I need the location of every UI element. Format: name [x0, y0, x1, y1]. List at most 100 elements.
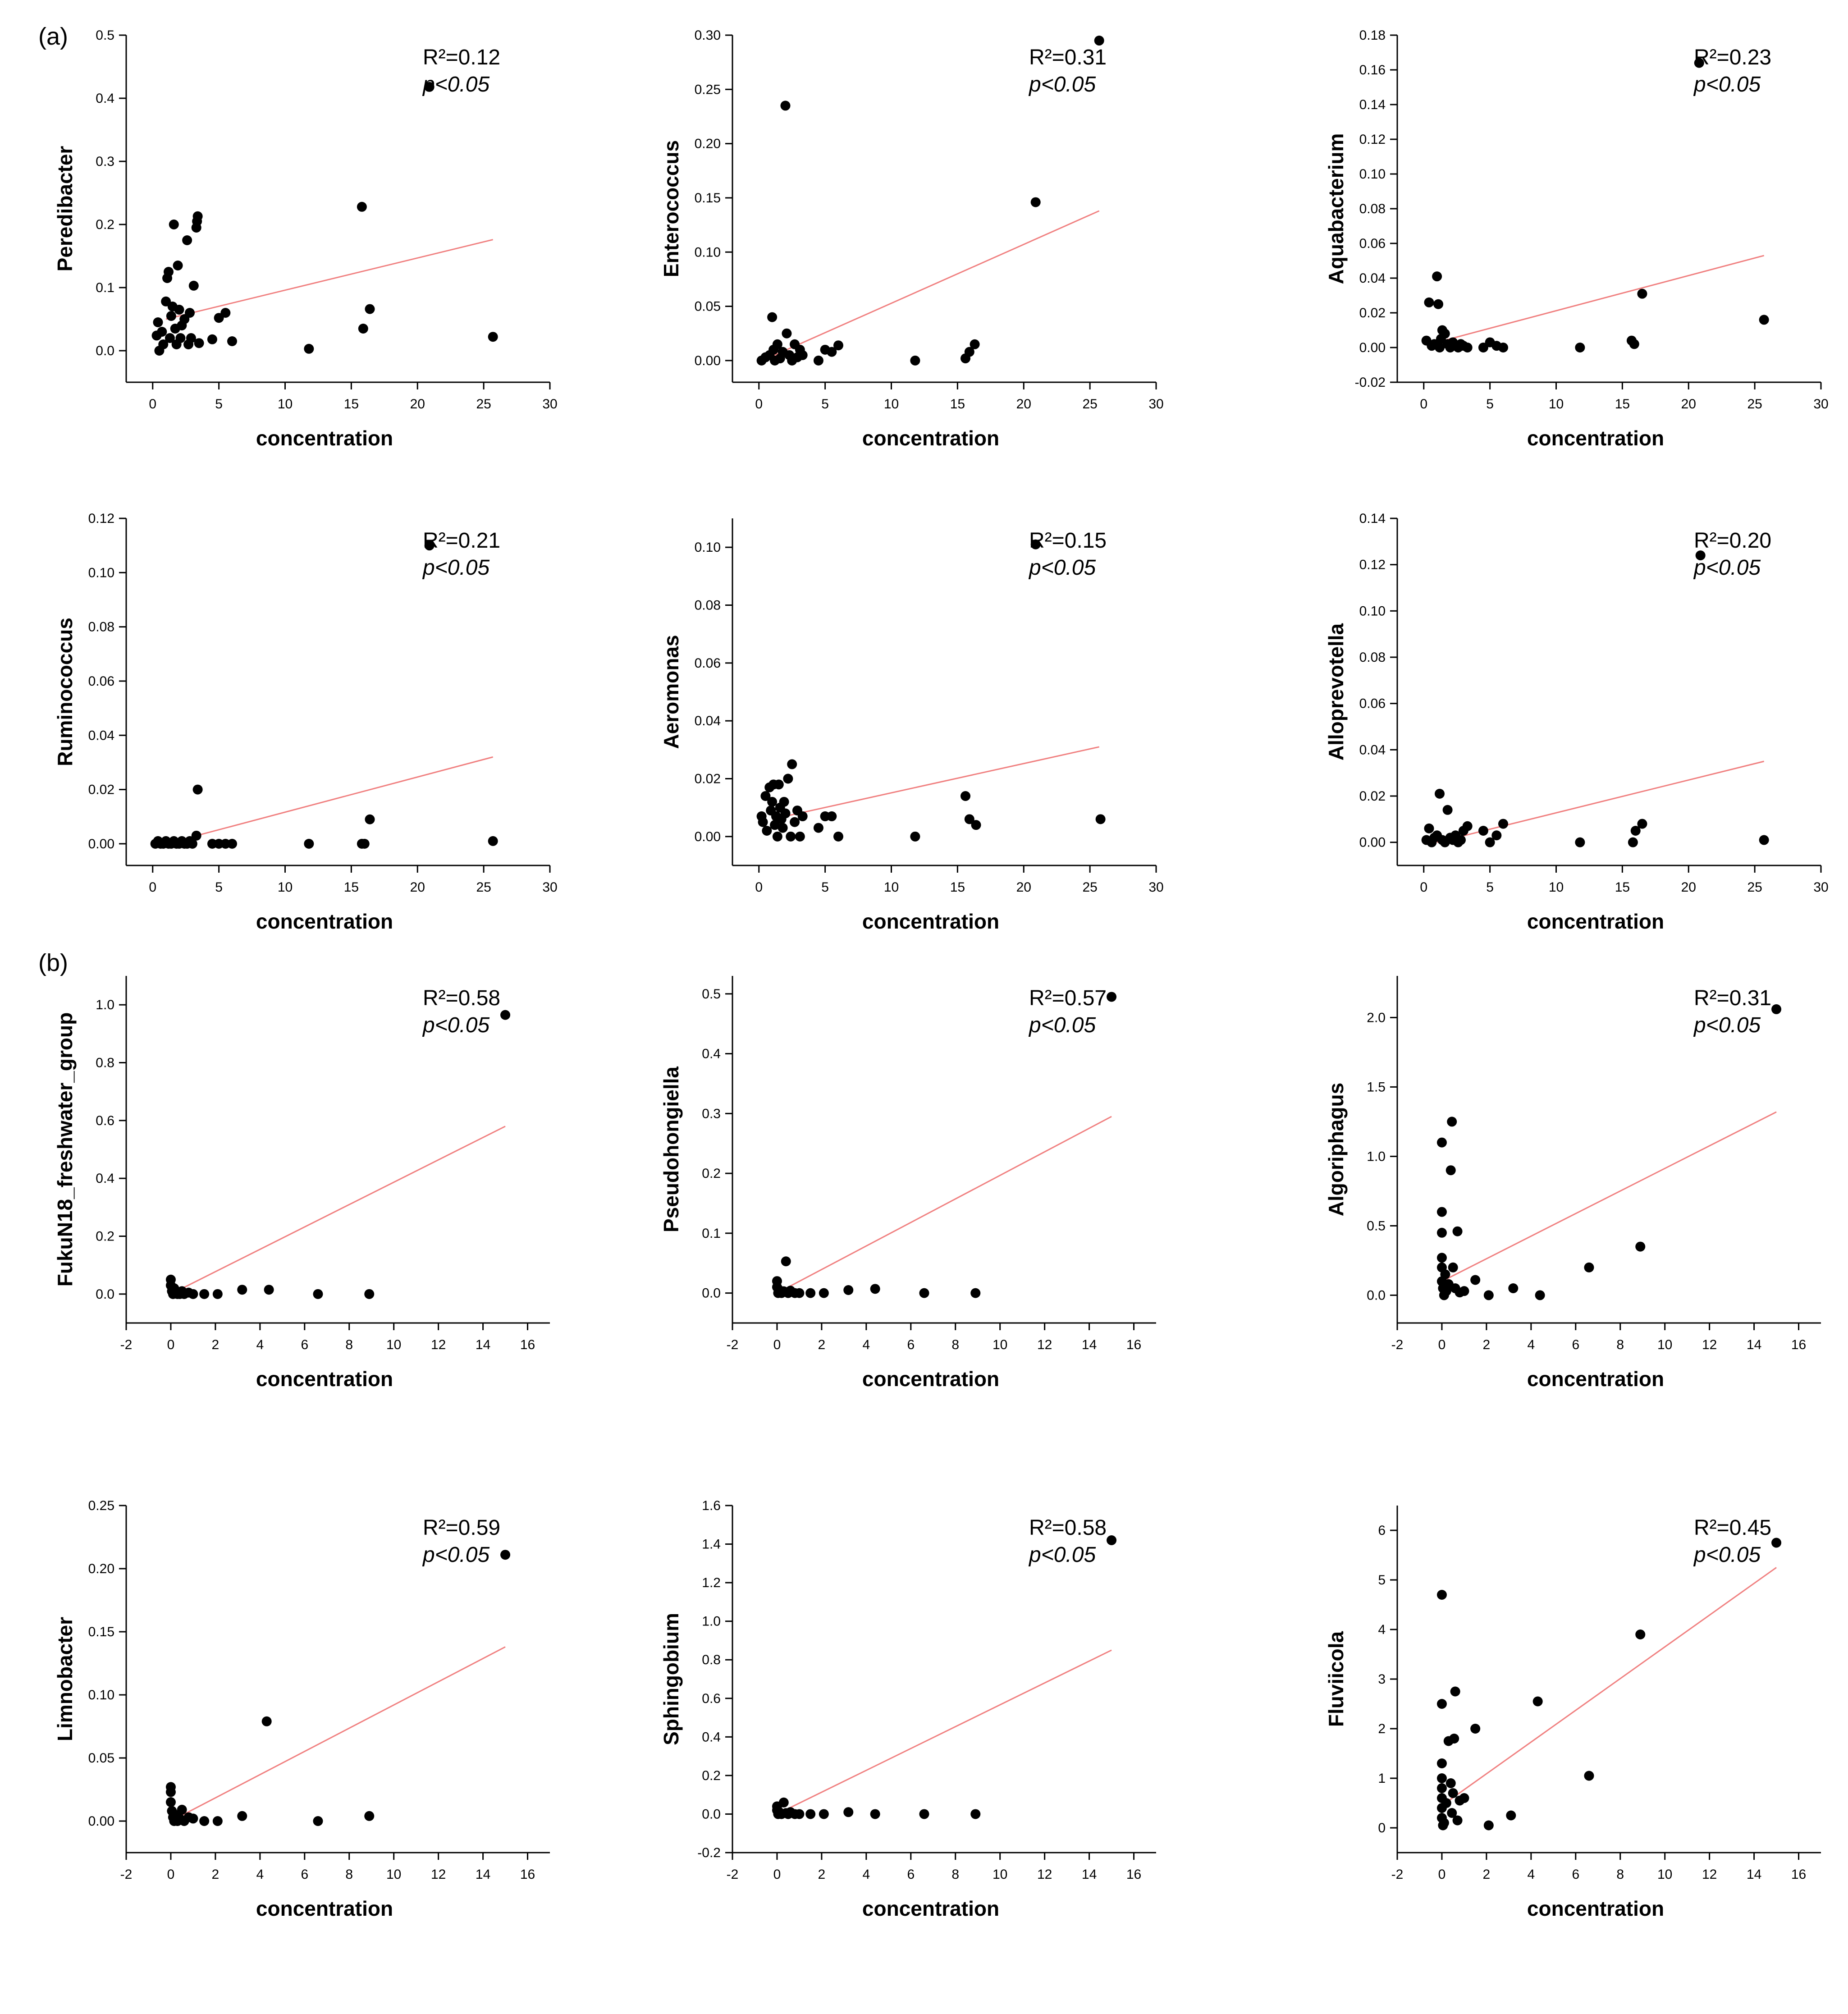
data-point: [1635, 1630, 1646, 1639]
data-point: [1424, 297, 1434, 307]
x-tick-label: 12: [431, 1867, 446, 1882]
y-tick-label: 6: [1378, 1523, 1386, 1538]
x-tick-label: 4: [256, 1867, 264, 1882]
x-tick-label: 6: [907, 1337, 915, 1352]
x-tick-label: 2: [818, 1867, 826, 1882]
x-tick-label: 10: [1657, 1337, 1672, 1352]
y-tick-label: 3: [1378, 1672, 1386, 1687]
y-tick-label: 0.04: [1359, 742, 1386, 757]
data-point: [227, 336, 237, 346]
data-point: [166, 311, 176, 321]
data-point: [794, 1288, 805, 1298]
data-point: [780, 808, 791, 819]
y-tick-label: 0.00: [88, 837, 114, 851]
data-point: [1771, 1004, 1782, 1014]
x-tick-label: 10: [993, 1337, 1007, 1352]
data-point: [188, 280, 199, 291]
y-tick-label: 0.04: [695, 714, 721, 728]
x-tick-label: 5: [1486, 397, 1494, 412]
data-point: [1695, 550, 1706, 561]
x-tick-label: 5: [821, 880, 829, 895]
p-value-annotation: p<0.05: [422, 556, 489, 580]
x-tick-label: 12: [1702, 1337, 1717, 1352]
data-point: [1452, 1226, 1463, 1236]
x-tick-label: 2: [1483, 1867, 1491, 1882]
data-point: [794, 1809, 805, 1819]
data-point: [1483, 1290, 1494, 1300]
y-tick-label: 0.1: [96, 280, 114, 295]
data-point: [767, 312, 778, 322]
data-point: [783, 774, 793, 784]
data-point: [357, 201, 367, 212]
x-tick-label: 16: [1791, 1337, 1806, 1352]
x-tick-label: 10: [993, 1867, 1007, 1882]
y-axis-title: Aquabacterium: [1324, 133, 1348, 284]
data-point: [424, 540, 435, 551]
y-tick-label: 0.00: [695, 353, 721, 368]
x-tick-label: 8: [1616, 1337, 1624, 1352]
data-point: [1470, 1275, 1481, 1285]
x-tick-label: 0: [1420, 880, 1427, 895]
data-point: [1630, 826, 1641, 836]
y-tick-label: 1.2: [702, 1575, 721, 1590]
data-point: [1535, 1290, 1545, 1300]
y-tick-label: 0.30: [695, 28, 721, 43]
data-point: [758, 817, 768, 827]
regression-line: [772, 210, 1100, 357]
x-tick-label: 0: [149, 397, 156, 412]
data-point: [919, 1288, 929, 1298]
y-tick-label: 0.25: [88, 1498, 114, 1513]
y-tick-label: -0.2: [697, 1845, 721, 1860]
y-tick-label: 1.0: [702, 1614, 721, 1629]
data-point: [199, 1816, 210, 1826]
y-tick-label: 0: [1378, 1821, 1386, 1835]
data-point: [773, 779, 784, 790]
y-tick-label: 0.06: [88, 674, 114, 689]
r-squared-annotation: R²=0.20: [1694, 529, 1771, 553]
data-point: [833, 831, 843, 842]
x-axis-title: concentration: [862, 1367, 999, 1391]
x-tick-label: -2: [1391, 1337, 1404, 1352]
panel-label-a: (a): [38, 23, 68, 50]
data-point: [1448, 1788, 1458, 1798]
x-tick-label: 15: [950, 397, 965, 412]
data-point: [1485, 837, 1495, 847]
data-point: [313, 1816, 323, 1826]
data-point: [910, 355, 920, 366]
x-axis-title: concentration: [256, 426, 393, 450]
x-tick-label: 25: [1747, 880, 1762, 895]
y-axis-title: FukuN18_freshwater_group: [53, 1012, 77, 1286]
y-tick-label: 0.0: [96, 343, 114, 358]
x-axis-title: concentration: [256, 1897, 393, 1920]
x-tick-label: 25: [476, 397, 491, 412]
data-point: [304, 343, 314, 354]
y-tick-label: 0.18: [1359, 28, 1386, 43]
x-tick-label: 12: [1702, 1867, 1717, 1882]
p-value-annotation: p<0.05: [422, 1543, 489, 1567]
x-axis-title: concentration: [256, 910, 393, 933]
data-point: [164, 267, 174, 277]
p-value-annotation: p<0.05: [1693, 73, 1761, 96]
data-point: [1436, 1758, 1447, 1768]
r-squared-annotation: R²=0.23: [1694, 46, 1771, 69]
x-tick-label: 20: [1016, 880, 1031, 895]
data-point: [760, 791, 771, 801]
r-squared-annotation: R²=0.58: [423, 986, 500, 1010]
data-point: [1629, 339, 1639, 349]
y-tick-label: 0.06: [695, 656, 721, 671]
y-axis-title: Sphingobium: [659, 1613, 683, 1745]
scatter-chart-3: 0 5 10 15 20 25 30 -0.02 0.00 0.02 0.04 0.06 0.08 0.1…: [1324, 28, 1829, 450]
y-tick-label: 0.4: [702, 1047, 721, 1062]
data-point: [1436, 1590, 1447, 1600]
data-point: [313, 1289, 323, 1299]
data-point: [762, 826, 772, 836]
x-tick-label: 12: [431, 1337, 446, 1352]
p-value-annotation: p<0.05: [1693, 556, 1761, 580]
data-point: [1694, 58, 1704, 68]
y-tick-label: 0.0: [1367, 1288, 1386, 1303]
data-point: [971, 820, 981, 830]
y-tick-label: 0.1: [702, 1226, 721, 1241]
r-squared-annotation: R²=0.21: [423, 529, 500, 553]
data-point: [261, 1716, 272, 1726]
data-point: [919, 1809, 929, 1819]
